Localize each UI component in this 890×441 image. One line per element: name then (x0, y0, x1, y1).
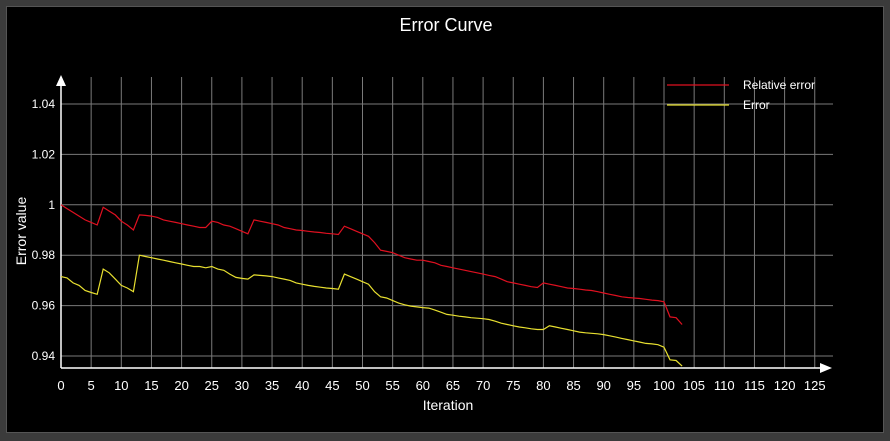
y-tick-labels: 0.94 0.96 0.98 1 1.02 1.04 (32, 97, 56, 363)
x-tick-label: 35 (265, 378, 279, 393)
x-tick-label: 20 (174, 378, 188, 393)
x-tick-label: 65 (446, 378, 460, 393)
y-tick-label: 0.98 (32, 248, 56, 262)
y-axis-label: Error value (13, 197, 29, 266)
x-tick-label: 70 (476, 378, 490, 393)
chart-legend: Relative error Error (667, 78, 815, 112)
series-lines (60, 204, 683, 367)
x-tick-label: 15 (144, 378, 158, 393)
x-tick-label: 110 (714, 378, 735, 393)
x-tick-label: 75 (506, 378, 520, 393)
x-tick-label: 85 (566, 378, 580, 393)
x-tick-label: 120 (774, 378, 796, 393)
x-tick-label: 30 (235, 378, 249, 393)
series-line-error (60, 254, 683, 367)
x-tick-labels: 0 5 10 15 20 25 30 35 40 45 50 55 60 65 70 75 80 85 90 95 10… (57, 378, 825, 393)
plot-axes (56, 75, 832, 373)
x-tick-label: 115 (744, 378, 765, 393)
chart-canvas: Error Curve 0 5 10 15 20 25 30 35 40 45 50 55 60 65 70… (13, 15, 833, 413)
x-tick-label: 105 (683, 378, 705, 393)
y-tick-label: 1.02 (32, 147, 56, 161)
x-tick-label: 45 (325, 378, 339, 393)
x-tick-label: 100 (653, 378, 675, 393)
chart-title: Error Curve (399, 15, 492, 35)
x-tick-label: 50 (355, 378, 369, 393)
x-axis-arrow (820, 363, 832, 373)
x-axis-label: Iteration (423, 397, 474, 413)
x-tick-label: 60 (416, 378, 430, 393)
y-tick-label: 0.96 (32, 299, 56, 313)
y-tick-label: 0.94 (32, 349, 56, 363)
plot-grid (61, 77, 833, 368)
chart-window: Error Curve 0 5 10 15 20 25 30 35 40 45 50 55 60 65 70… (6, 6, 884, 433)
series-line-relative-error (60, 204, 683, 325)
x-tick-label: 125 (804, 378, 826, 393)
x-tick-label: 10 (114, 378, 128, 393)
x-tick-label: 40 (295, 378, 309, 393)
y-axis-arrow (56, 75, 66, 86)
x-tick-label: 90 (596, 378, 610, 393)
legend-label-error: Error (743, 98, 770, 112)
legend-label-relative-error: Relative error (743, 78, 815, 92)
x-tick-label: 5 (88, 378, 95, 393)
x-tick-label: 95 (627, 378, 641, 393)
x-tick-label: 25 (205, 378, 219, 393)
x-tick-label: 80 (536, 378, 550, 393)
x-tick-label: 55 (385, 378, 399, 393)
x-tick-label: 0 (57, 378, 64, 393)
y-tick-label: 1.04 (32, 97, 56, 111)
y-tick-label: 1 (48, 198, 55, 212)
